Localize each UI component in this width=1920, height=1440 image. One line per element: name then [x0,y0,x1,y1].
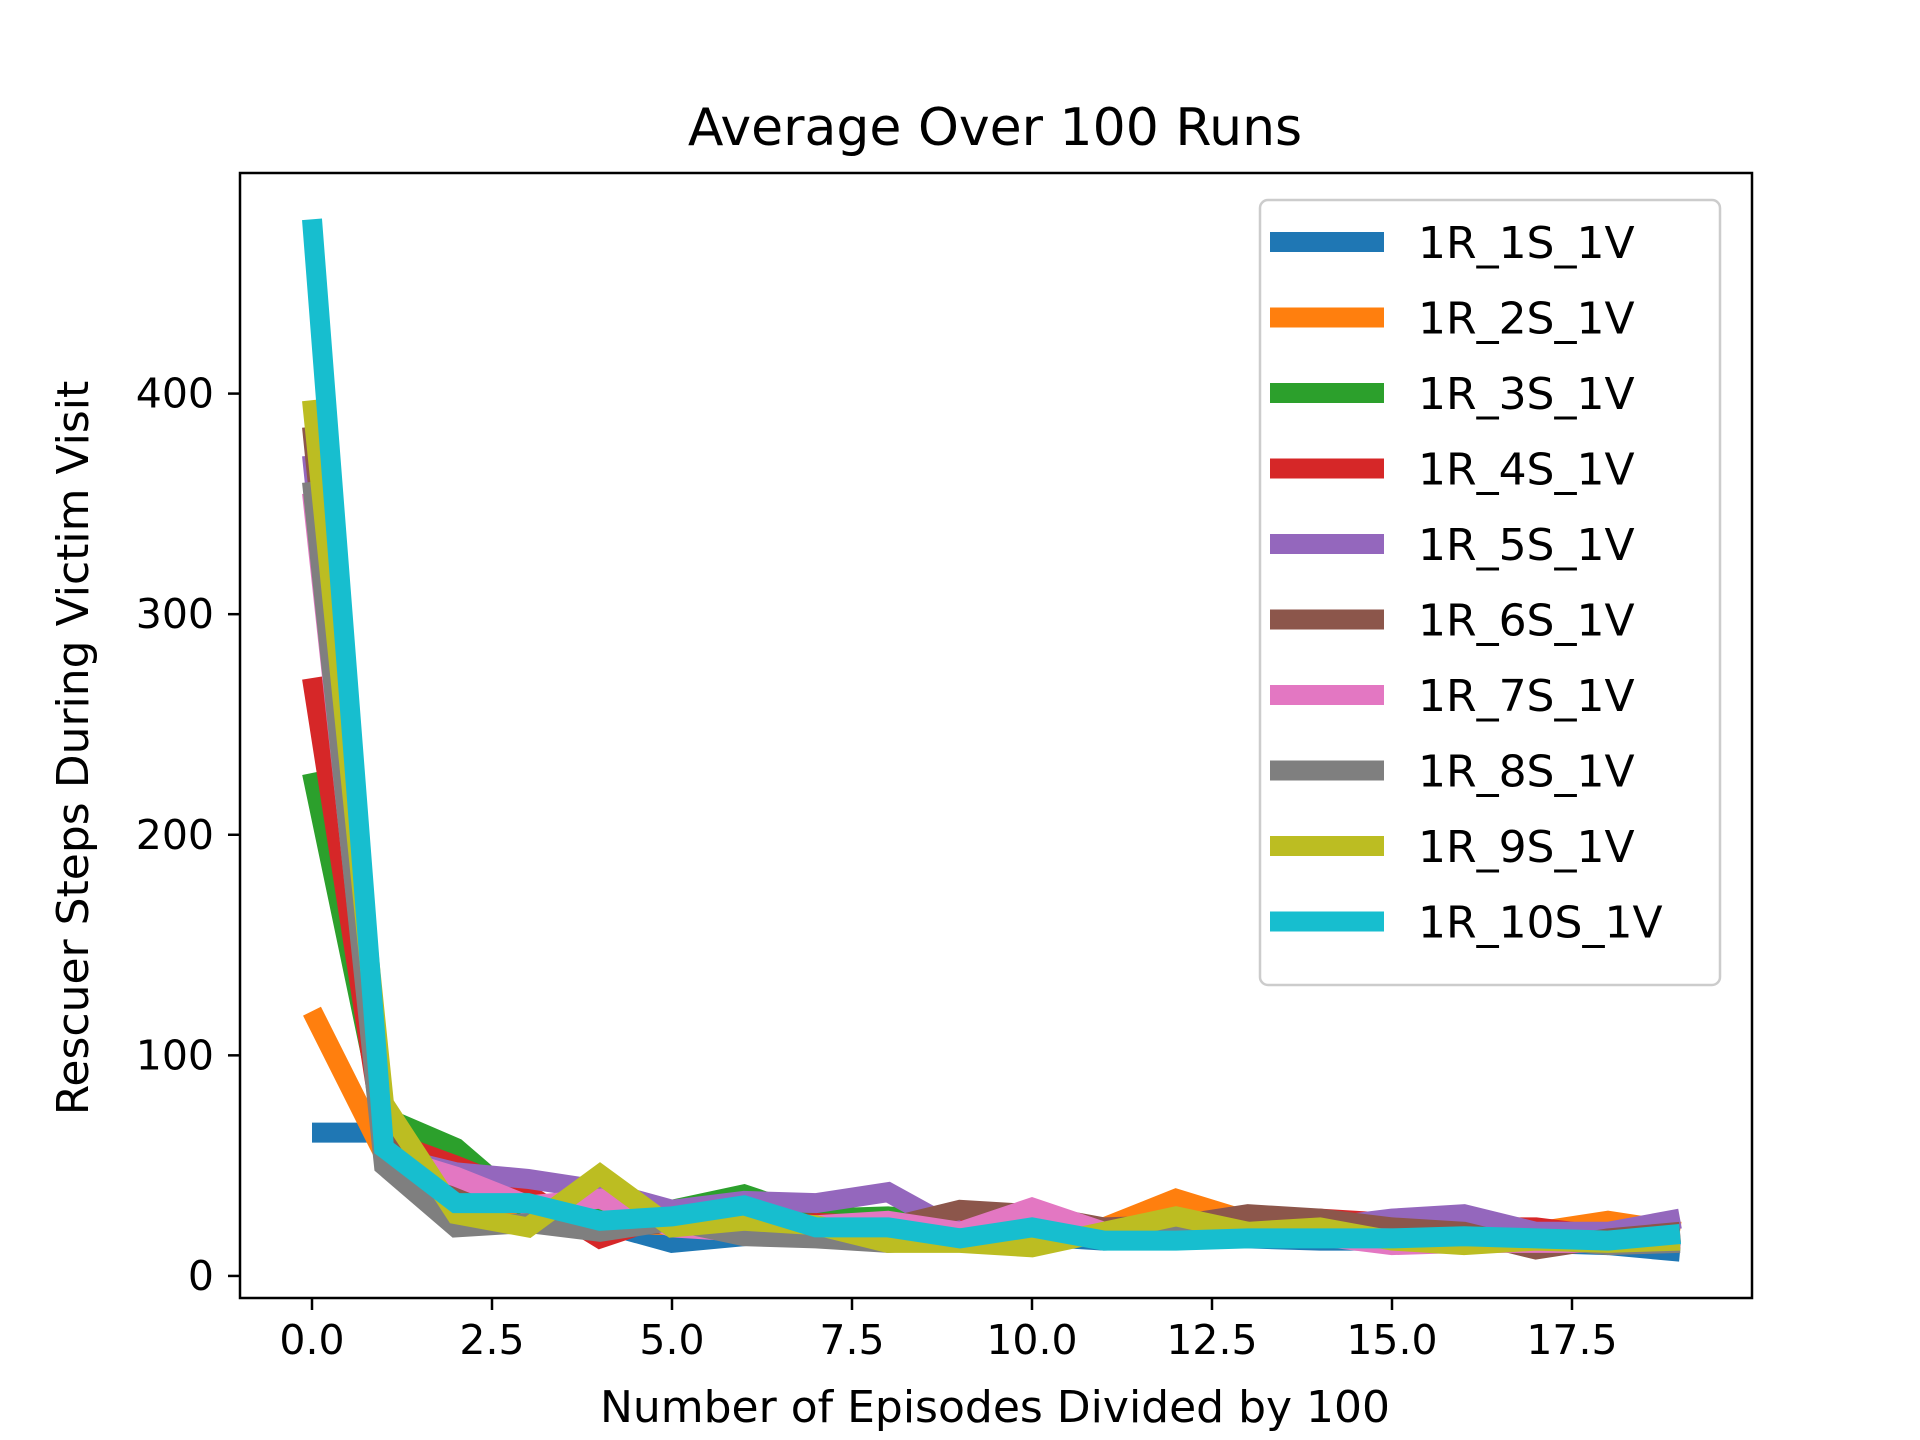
legend-label-1R_4S_1V: 1R_4S_1V [1418,445,1635,496]
x-tick-label: 12.5 [1166,1316,1257,1364]
x-tick-label: 17.5 [1526,1316,1617,1364]
plot-area-frame [238,171,1754,1300]
x-axis-ticks: 0.0 2.5 5.0 7.5 10.0 12.5 15.0 17.5 [279,1298,1618,1364]
y-tick-label: 400 [136,370,214,418]
legend-label-1R_9S_1V: 1R_9S_1V [1418,822,1635,873]
x-tick-label: 10.0 [986,1316,1077,1364]
y-tick-label: 100 [136,1031,214,1079]
x-tick-label: 15.0 [1346,1316,1437,1364]
x-tick-label: 5.0 [639,1316,704,1364]
legend-label-1R_3S_1V: 1R_3S_1V [1418,369,1635,420]
legend-label-1R_7S_1V: 1R_7S_1V [1418,671,1635,722]
x-tick-label: 2.5 [459,1316,524,1364]
y-tick-label: 300 [136,590,214,638]
x-tick-label: 0.0 [279,1316,344,1364]
legend-label-1R_1S_1V: 1R_1S_1V [1418,218,1635,269]
y-tick-label: 0 [188,1252,214,1300]
legend: 1R_1S_1V 1R_2S_1V 1R_3S_1V 1R_4S_1V 1R_5S_1V… [1258,198,1722,987]
plot-lines [302,218,1682,1262]
legend-label-1R_5S_1V: 1R_5S_1V [1418,520,1635,571]
legend-label-1R_2S_1V: 1R_2S_1V [1418,294,1635,345]
y-tick-label: 200 [136,811,214,859]
y-axis-label: Rescuer Steps During Victim Visit [48,381,99,1115]
legend-label-1R_6S_1V: 1R_6S_1V [1418,596,1635,647]
x-tick-label: 7.5 [819,1316,884,1364]
legend-label-1R_10S_1V: 1R_10S_1V [1418,898,1663,949]
y-axis-ticks: 0 100 200 300 400 [136,370,240,1300]
chart-title: Average Over 100 Runs [688,98,1302,158]
x-axis-label: Number of Episodes Divided by 100 [600,1382,1390,1433]
series-line-1R_10S_1V [302,218,1681,1251]
legend-label-1R_8S_1V: 1R_8S_1V [1418,747,1635,798]
